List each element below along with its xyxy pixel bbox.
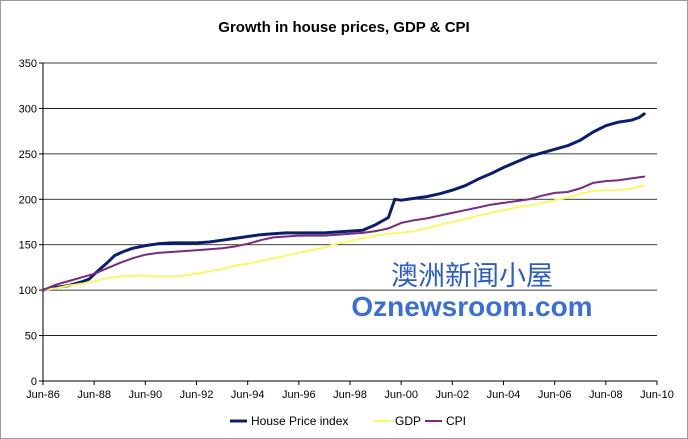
x-tick-label: Jun-08 bbox=[589, 389, 623, 401]
y-tick-label: 150 bbox=[19, 240, 37, 252]
y-tick-labels: 0 50 100 150 200 250 300 350 bbox=[19, 58, 37, 388]
series-line-cpi bbox=[42, 175, 646, 292]
x-tick-label: Jun-06 bbox=[538, 389, 572, 401]
x-tick-label: Jun-94 bbox=[231, 389, 265, 401]
y-tick-label: 0 bbox=[31, 376, 37, 388]
legend-cpi-label: CPI bbox=[446, 414, 466, 428]
x-tick-label: Jun-02 bbox=[436, 389, 470, 401]
chart-title: Growth in house prices, GDP & CPI bbox=[218, 19, 469, 36]
x-tick-label: Jun-10 bbox=[640, 389, 674, 401]
series-line-gdp bbox=[42, 184, 646, 292]
series-lines bbox=[41, 112, 646, 292]
x-tick-label: Jun-86 bbox=[26, 389, 60, 401]
x-tick-label: Jun-88 bbox=[77, 389, 111, 401]
legend: House Price index GDP CPI bbox=[230, 414, 466, 428]
x-tick-label: Jun-04 bbox=[487, 389, 521, 401]
legend-gdp-label: GDP bbox=[395, 414, 421, 428]
gridlines bbox=[43, 62, 657, 336]
watermark-chinese-text: 澳洲新闻小屋 bbox=[391, 261, 553, 292]
x-tick-label: Jun-90 bbox=[129, 389, 163, 401]
watermark-site-text: Oznewsroom.com bbox=[351, 291, 592, 322]
watermark: 澳洲新闻小屋 Oznewsroom.com bbox=[351, 261, 592, 322]
x-tick-label: Jun-00 bbox=[384, 389, 418, 401]
y-tick-label: 50 bbox=[25, 331, 37, 343]
x-tick-label: Jun-96 bbox=[282, 389, 316, 401]
y-tick-label: 100 bbox=[19, 285, 37, 297]
legend-house-price-index-label: House Price index bbox=[251, 414, 348, 428]
x-tick-labels: Jun-86 Jun-88 Jun-90 Jun-92 Jun-94 Jun-96 Jun-… bbox=[26, 389, 674, 401]
y-tick-label: 350 bbox=[19, 58, 37, 70]
series-line-house-price-index bbox=[41, 112, 646, 292]
y-tick-label: 300 bbox=[19, 103, 37, 115]
x-tick-label: Jun-92 bbox=[180, 389, 214, 401]
axes bbox=[39, 62, 658, 385]
y-tick-label: 200 bbox=[19, 194, 37, 206]
x-tick-label: Jun-98 bbox=[333, 389, 367, 401]
y-tick-label: 250 bbox=[19, 149, 37, 161]
